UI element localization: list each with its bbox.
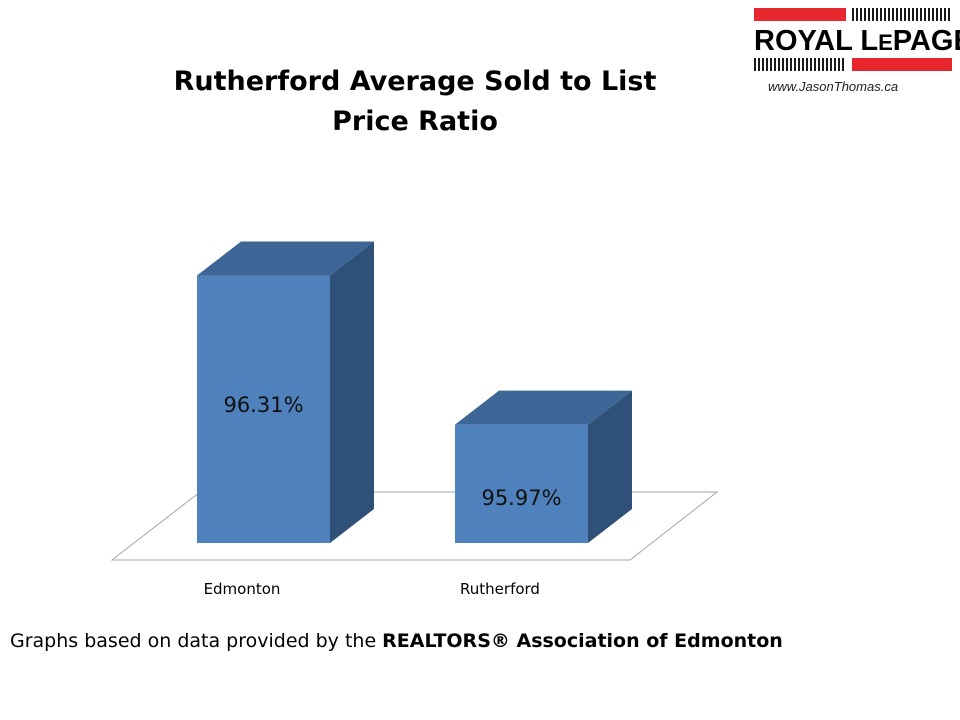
bar-front-face [455,424,588,543]
logo-wordmark: ROYAL LEPAGE [754,25,960,57]
bar-side-face [330,241,374,544]
logo-tick-bar-top [852,8,952,21]
source-note-prefix: Graphs based on data provided by the [10,630,383,652]
source-note-emphasis: REALTORS® Association of Edmonton [382,630,783,652]
category-label: Rutherford [460,580,540,598]
logo-tick-bar-bottom [754,58,846,71]
chart-title: Rutherford Average Sold to List Price Ra… [173,66,657,137]
data-label: 95.97% [481,486,561,510]
bar-front-face [197,275,330,543]
bar-rutherford: 95.97% [455,390,632,543]
source-note: Graphs based on data provided by the REA… [10,630,783,652]
data-label: 96.31% [223,393,303,417]
logo-url: www.JasonThomas.ca [768,79,899,94]
bar-top-face [197,241,374,276]
chart-bars: 96.31% 95.97% [197,241,632,544]
logo-red-bar-top [754,8,846,21]
category-label: Edmonton [204,580,281,598]
bar-top-face [455,390,632,425]
bar-side-face [588,390,632,543]
logo-red-bar-bottom [852,58,952,71]
category-labels: Edmonton Rutherford [204,580,540,598]
bar-edmonton: 96.31% [197,241,374,544]
royal-lepage-logo: ROYAL LEPAGE www.JasonThomas.ca [754,8,960,100]
